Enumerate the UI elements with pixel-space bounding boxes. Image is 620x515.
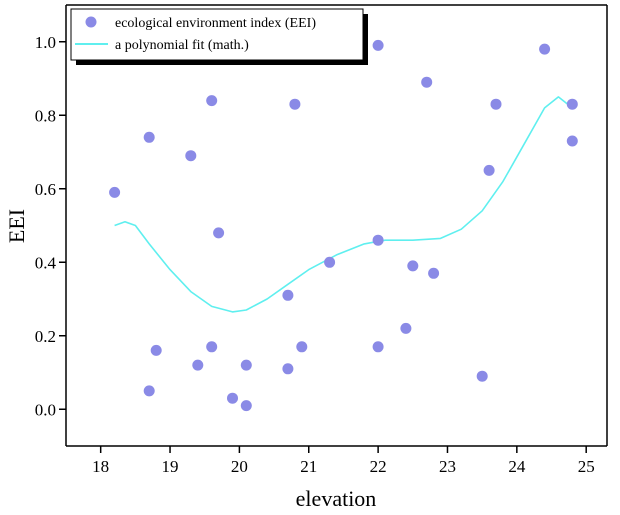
plot-frame	[65, 4, 608, 447]
x-tick-label: 19	[162, 457, 179, 476]
scatter-point	[213, 227, 225, 239]
scatter-point	[240, 400, 252, 412]
y-tick-label: 0.0	[35, 400, 56, 419]
x-tick-label: 18	[92, 457, 109, 476]
scatter-point	[109, 186, 121, 198]
scatter-point	[407, 260, 419, 272]
y-tick-label: 0.6	[35, 180, 56, 199]
scatter-point	[566, 98, 578, 110]
x-tick-label: 23	[439, 457, 456, 476]
scatter-point	[282, 363, 294, 375]
x-tick-label: 20	[231, 457, 248, 476]
fit-layer	[114, 96, 573, 313]
scatter-point	[150, 344, 162, 356]
scatter-point	[490, 98, 502, 110]
scatter-point	[372, 234, 384, 246]
scatter-point	[372, 39, 384, 51]
scatter-point	[428, 267, 440, 279]
y-tick-label: 1.0	[35, 33, 56, 52]
scatter-point	[206, 341, 218, 353]
y-ticks: 0.0 0.2 0.4 0.6 0.8 1.0	[35, 33, 66, 419]
polynomial-fit-line	[114, 96, 573, 313]
x-tick-label: 21	[300, 457, 317, 476]
y-tick-label: 0.2	[35, 327, 56, 346]
scatter-point	[143, 385, 155, 397]
x-axis-title: elevation	[296, 486, 377, 511]
y-tick-label: 0.8	[35, 106, 56, 125]
scatter-point	[185, 150, 197, 162]
scatter-point	[282, 289, 294, 301]
scatter-point	[566, 135, 578, 147]
scatter-point	[324, 256, 336, 268]
legend-box	[70, 8, 364, 61]
x-tick-label: 25	[578, 457, 595, 476]
points-layer	[109, 39, 578, 412]
scatter-point	[400, 322, 412, 334]
legend-label-fit: a polynomial fit (math.)	[115, 38, 249, 53]
scatter-point	[372, 341, 384, 353]
scatter-point	[227, 392, 238, 404]
scatter-point	[296, 341, 308, 353]
scatter-point	[192, 359, 204, 371]
y-tick-label: 0.4	[35, 253, 57, 272]
scatter-point	[539, 43, 551, 55]
scatter-point	[206, 95, 218, 107]
x-ticks: 18 19 20 21 22 23 24 25	[92, 446, 595, 476]
legend-label-scatter: ecological environment index (EEI)	[115, 16, 316, 31]
scatter-point	[240, 359, 252, 371]
scatter-point	[421, 76, 433, 88]
legend: ecological environment index (EEI) a pol…	[70, 8, 368, 65]
scatter-point	[289, 98, 301, 110]
legend-scatter-marker	[85, 16, 97, 28]
y-axis-title: EEI	[4, 209, 29, 243]
x-tick-label: 22	[370, 457, 387, 476]
scatter-point	[483, 164, 495, 176]
scatter-point	[476, 370, 488, 382]
scatter-point	[143, 131, 155, 143]
x-tick-label: 24	[508, 457, 526, 476]
